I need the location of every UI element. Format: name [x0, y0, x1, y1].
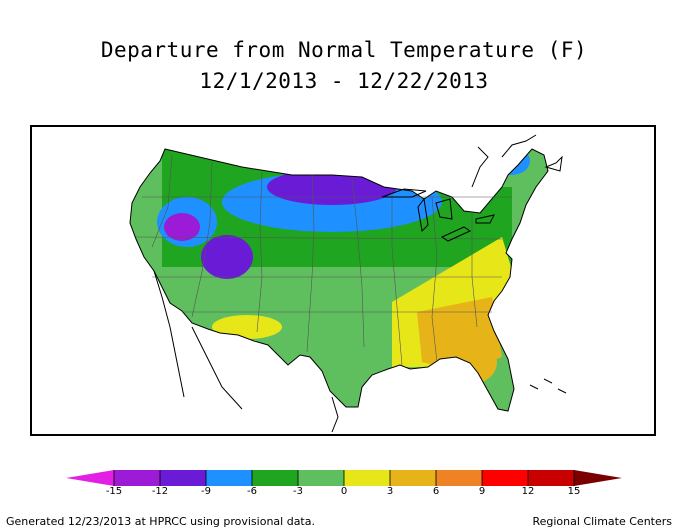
legend-swatch-12-15 — [528, 470, 574, 486]
new-brunswick-shore — [501, 134, 537, 158]
anomaly-fill — [130, 149, 548, 411]
source-credit: Regional Climate Centers — [532, 515, 672, 528]
legend-tick-label: -3 — [293, 486, 303, 497]
baja-coast — [153, 270, 185, 398]
legend-swatch-m12-m9 — [160, 470, 206, 486]
legend-swatch-9-12 — [482, 470, 528, 486]
state-boundaries — [135, 154, 512, 366]
legend-tick-label: 6 — [432, 486, 440, 497]
lake-michigan — [417, 197, 429, 233]
lake-ontario — [475, 214, 495, 224]
sonora-coast — [191, 326, 243, 410]
legend-dividers — [113, 470, 575, 486]
legend-tick-label: 9 — [478, 486, 486, 497]
map-title: Departure from Normal Temperature (F) — [100, 38, 588, 62]
legend-tick-label: 15 — [567, 486, 581, 497]
gulf-coast-mexico — [331, 396, 339, 433]
canada-outline — [471, 134, 563, 188]
temperature-departure-map — [30, 125, 656, 436]
legend-swatch-m6-m3 — [252, 470, 298, 486]
great-lakes — [381, 188, 495, 242]
legend-tick-label: -9 — [201, 486, 211, 497]
legend-tick-label: 12 — [521, 486, 535, 497]
zone-utah-coldest — [201, 235, 253, 279]
legend-swatch-above-15 — [574, 470, 622, 486]
legend-tick-label: 3 — [386, 486, 394, 497]
us-outline — [129, 148, 549, 412]
zone-southwest-warm — [212, 315, 282, 339]
color-legend: -15 -12 -9 -6 -3 0 3 6 9 12 15 — [66, 470, 622, 500]
legend-tick-label: -15 — [105, 486, 123, 497]
quebec-shore — [471, 146, 489, 188]
legend-swatch-m15-m12 — [114, 470, 160, 486]
legend-swatch-6-9 — [436, 470, 482, 486]
zone-florida-warm — [447, 340, 497, 384]
us-contiguous-map — [129, 134, 567, 433]
lake-superior — [381, 188, 427, 198]
bahamas-outline — [529, 378, 567, 394]
zone-nevada-coldest — [164, 213, 200, 241]
legend-swatch-below-15 — [66, 470, 114, 486]
legend-swatch-0-3 — [344, 470, 390, 486]
lake-huron — [435, 198, 453, 220]
legend-colorbar — [66, 470, 622, 486]
legend-swatch-m9-m6 — [206, 470, 252, 486]
legend-swatch-3-6 — [390, 470, 436, 486]
legend-tick-label: -12 — [151, 486, 169, 497]
legend-tick-label: 0 — [340, 486, 348, 497]
legend-swatch-m3-0 — [298, 470, 344, 486]
legend-tick-label: -6 — [247, 486, 257, 497]
mexico-outline — [153, 270, 339, 433]
generated-note: Generated 12/23/2013 at HPRCC using prov… — [6, 515, 315, 528]
nova-scotia — [544, 155, 563, 172]
lake-erie — [440, 226, 472, 242]
date-range-subtitle: 12/1/2013 - 12/22/2013 — [199, 69, 489, 93]
